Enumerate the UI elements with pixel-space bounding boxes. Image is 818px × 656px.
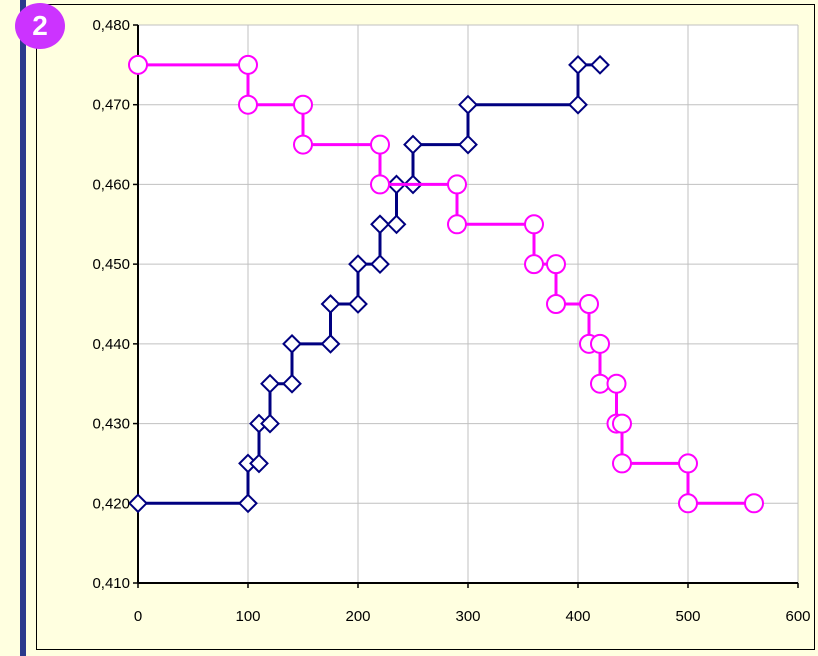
data-point <box>282 333 302 354</box>
data-point <box>282 373 302 394</box>
data-point <box>568 54 588 75</box>
data-point <box>546 254 566 275</box>
data-point <box>128 493 148 514</box>
data-point <box>447 174 467 195</box>
data-point <box>320 333 341 354</box>
y-tick-label: 0,460 <box>92 176 130 193</box>
data-point <box>606 373 627 394</box>
x-tick-label: 500 <box>675 608 700 625</box>
data-point <box>568 94 588 115</box>
data-point <box>579 294 599 314</box>
data-point <box>590 333 610 354</box>
data-point <box>386 214 407 235</box>
data-point <box>238 54 258 75</box>
data-point <box>348 254 368 275</box>
series-2 <box>128 54 764 514</box>
data-point <box>546 294 566 314</box>
data-point <box>370 214 390 235</box>
data-point <box>458 134 478 155</box>
y-tick-label: 0,480 <box>92 17 130 34</box>
x-tick-label: 0 <box>134 608 142 625</box>
data-point <box>678 453 698 474</box>
data-point <box>612 413 632 434</box>
data-point <box>403 134 423 155</box>
series-1 <box>128 54 610 514</box>
data-point <box>260 413 280 434</box>
y-tick-label: 0,440 <box>92 336 130 353</box>
data-point <box>744 493 764 514</box>
left-accent-bar <box>20 0 26 656</box>
x-tick-label: 400 <box>565 608 590 625</box>
data-point <box>458 94 478 115</box>
tick-labels: 0,410 0,420 0,430 0,440 0,450 0,460 0,470 0,480… <box>92 17 810 625</box>
y-tick-label: 0,470 <box>92 97 130 114</box>
data-point <box>348 294 368 314</box>
slide-number-badge: 2 <box>15 3 65 49</box>
x-tick-label: 600 <box>785 608 810 625</box>
data-point <box>260 373 280 394</box>
data-point <box>293 94 313 115</box>
series-layer <box>128 54 764 514</box>
x-tick-label: 300 <box>455 608 480 625</box>
data-point <box>320 294 341 314</box>
data-point <box>238 493 258 514</box>
y-tick-label: 0,410 <box>92 575 130 592</box>
y-tick-label: 0,430 <box>92 416 130 433</box>
data-point <box>238 94 258 115</box>
data-point <box>524 254 544 275</box>
x-tick-label: 100 <box>235 608 260 625</box>
data-point <box>678 493 698 514</box>
x-tick-label: 200 <box>345 608 370 625</box>
data-point <box>590 54 610 75</box>
data-point <box>612 453 632 474</box>
data-point <box>370 254 390 275</box>
y-tick-label: 0,450 <box>92 256 130 273</box>
data-point <box>590 373 610 394</box>
data-point <box>447 214 467 235</box>
data-point <box>370 134 390 155</box>
data-point <box>293 134 313 155</box>
data-point <box>128 54 148 75</box>
data-point <box>249 453 269 474</box>
data-point <box>524 214 544 235</box>
data-point <box>370 174 390 195</box>
y-tick-label: 0,420 <box>92 495 130 512</box>
